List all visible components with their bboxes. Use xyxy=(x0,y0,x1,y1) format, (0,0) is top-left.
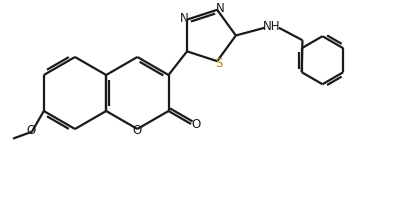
Text: N: N xyxy=(216,2,224,15)
Text: O: O xyxy=(133,124,142,136)
Text: NH: NH xyxy=(263,20,280,33)
Text: O: O xyxy=(191,117,201,130)
Text: O: O xyxy=(26,124,36,137)
Text: N: N xyxy=(180,12,189,25)
Text: S: S xyxy=(216,57,223,70)
